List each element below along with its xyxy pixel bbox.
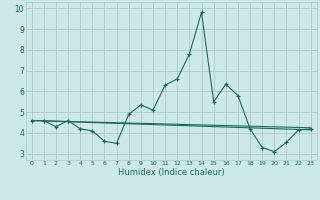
X-axis label: Humidex (Indice chaleur): Humidex (Indice chaleur): [118, 168, 225, 177]
